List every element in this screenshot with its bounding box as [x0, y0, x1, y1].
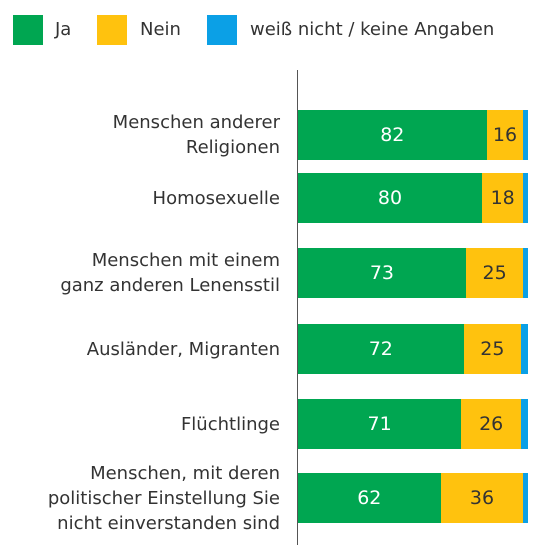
- bar-segment: [440, 473, 524, 523]
- bar-segment: [523, 173, 528, 223]
- legend-label: Nein: [140, 19, 181, 40]
- bar-segment: [298, 248, 466, 298]
- bar-segment: [298, 473, 441, 523]
- bar-segment: [298, 399, 462, 449]
- bar-segment: [486, 110, 524, 160]
- bar-segment: [523, 248, 528, 298]
- category-label: Menschen anderer Religionen: [112, 112, 280, 158]
- value-label: 36: [469, 487, 495, 509]
- bar-segment: [463, 324, 522, 374]
- legend-label: weiß nicht / keine Angaben: [250, 19, 495, 40]
- bar-segment: [298, 173, 482, 223]
- bar-segment: [465, 248, 524, 298]
- value-label: 25: [482, 262, 507, 284]
- value-label: 62: [357, 487, 382, 509]
- bar-segment: [521, 324, 528, 374]
- bar-segment: [461, 399, 522, 449]
- category-label: Ausländer, Migranten: [86, 338, 280, 360]
- value-label: 26: [479, 413, 504, 435]
- category-label: Menschen, mit deren politischer Einstell…: [47, 462, 280, 534]
- bar-segment: [298, 110, 487, 160]
- value-label: 80: [377, 187, 403, 209]
- bar-segment: [521, 399, 528, 449]
- value-label: 71: [367, 413, 392, 435]
- value-label: 18: [490, 187, 515, 209]
- bar-segment: [523, 110, 528, 160]
- category-label: Menschen mit einem ganz anderen Lenensst…: [60, 250, 280, 296]
- legend-swatch: [13, 15, 43, 45]
- value-label: 16: [492, 124, 518, 146]
- legend-label: Ja: [55, 19, 72, 40]
- value-label: 25: [480, 338, 505, 360]
- bar-segment: [482, 173, 524, 223]
- legend-swatch: [207, 15, 237, 45]
- legend-swatch: [97, 15, 127, 45]
- category-label: Homosexuelle: [152, 187, 280, 209]
- bar-segment: [523, 473, 528, 523]
- bar-segment: [298, 324, 464, 374]
- axis-line: [297, 70, 298, 545]
- value-label: 72: [368, 338, 393, 360]
- category-label: Flüchtlinge: [180, 413, 280, 435]
- value-label: 82: [380, 124, 405, 146]
- value-label: 73: [369, 262, 395, 284]
